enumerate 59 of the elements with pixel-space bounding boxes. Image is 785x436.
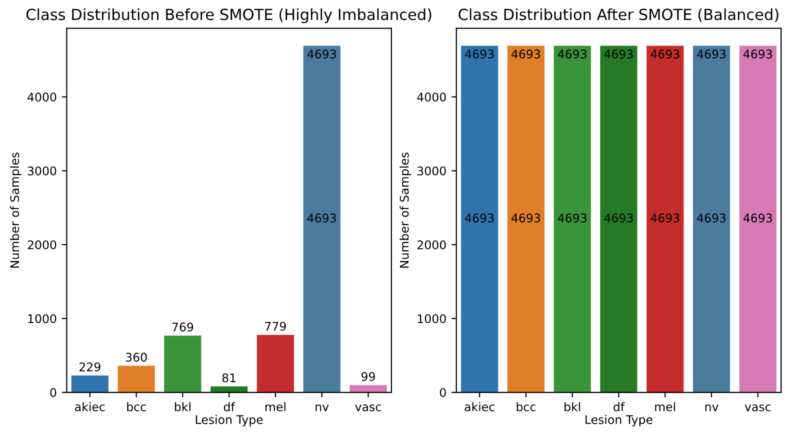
annotation: 4693 (465, 214, 494, 222)
bar (118, 366, 155, 392)
chart-title: Class Distribution After SMOTE (Balanced) (458, 8, 778, 22)
bar (256, 334, 294, 392)
y-axis-title: Number of Samples (10, 152, 22, 268)
x-tick-label: bkl (174, 402, 190, 412)
annotation: 4693 (512, 214, 540, 222)
y-tick-label: 3000 (28, 166, 56, 176)
x-tick-label: bcc (516, 402, 536, 412)
y-tick-label: 4000 (417, 92, 446, 102)
annotation: 4693 (307, 214, 336, 222)
bar (350, 385, 387, 392)
y-tick-label: 0 (50, 388, 56, 398)
data-label: 229 (80, 362, 100, 372)
x-tick-label: mel (655, 402, 676, 412)
x-tick-label: bkl (564, 402, 580, 412)
data-label: 4693 (558, 50, 586, 58)
data-label: 4693 (307, 50, 336, 58)
data-label: 769 (172, 322, 194, 332)
data-label: 4693 (743, 50, 772, 58)
data-label: 4693 (650, 50, 680, 58)
x-tick-label: nv (705, 404, 718, 412)
x-tick-label: mel (266, 402, 286, 412)
annotation: 4693 (604, 214, 633, 222)
data-label: 99 (361, 372, 375, 381)
x-axis-title: Lesion Type (586, 414, 652, 426)
bar (164, 336, 202, 392)
x-tick-label: df (614, 402, 625, 412)
data-label: 81 (222, 373, 236, 382)
data-label: 4693 (697, 50, 726, 58)
annotation: 4693 (650, 214, 680, 222)
data-label: 779 (265, 322, 286, 331)
x-tick-label: vasc (744, 404, 771, 412)
x-tick-label: akiec (464, 402, 494, 412)
x-tick-label: df (224, 402, 236, 412)
annotation: 4693 (697, 214, 726, 222)
chart-title: Class Distribution Before SMOTE (Highly Imbalanced) (26, 8, 432, 24)
y-tick-label: 3000 (418, 166, 446, 176)
y-tick-label: 1000 (28, 314, 56, 324)
y-tick-label: 2000 (28, 240, 56, 250)
annotation: 4693 (558, 214, 586, 222)
data-label: 4693 (465, 50, 494, 58)
data-label: 4693 (512, 50, 540, 58)
bar (303, 46, 340, 392)
bar (210, 386, 248, 392)
x-tick-label: akiec (75, 402, 105, 412)
data-label: 360 (126, 352, 147, 362)
y-tick-label: 4000 (28, 92, 56, 102)
x-tick-label: vasc (355, 404, 381, 412)
y-tick-label: 0 (440, 388, 446, 398)
x-tick-label: nv (316, 404, 329, 412)
x-tick-label: bcc (127, 402, 146, 412)
y-tick-label: 2000 (417, 240, 446, 250)
x-axis-title: Lesion Type (196, 414, 263, 426)
data-label: 4693 (604, 50, 633, 58)
bar (71, 375, 108, 392)
annotation: 4693 (743, 214, 772, 222)
y-axis-title: Number of Samples (400, 152, 412, 268)
y-tick-label: 1000 (418, 314, 446, 324)
